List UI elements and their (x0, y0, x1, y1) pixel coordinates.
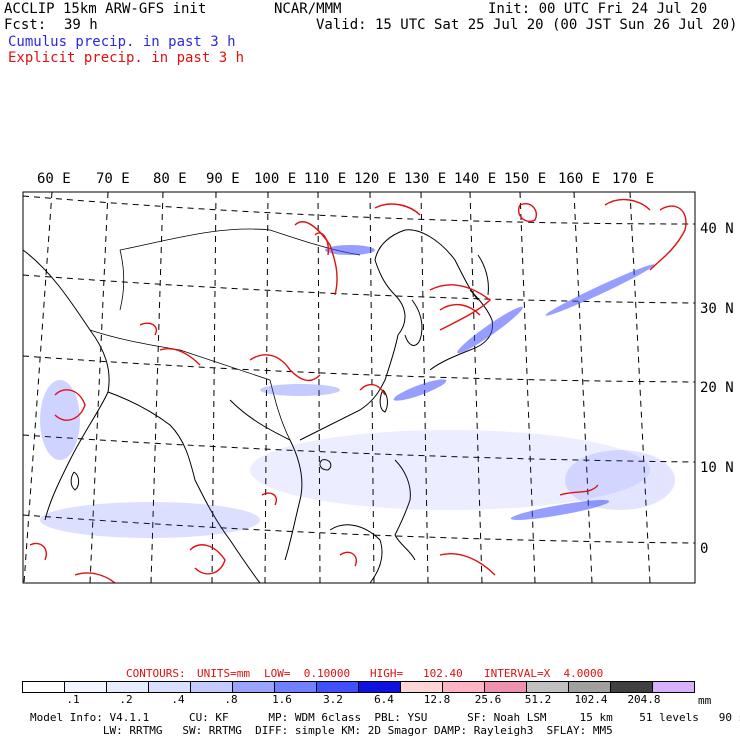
contours-low: LOW= 0.10000 (264, 667, 351, 680)
lon-label: 110 E (304, 171, 347, 187)
lat-label: 40 N (700, 221, 734, 237)
colorbar-cell (107, 682, 149, 692)
colorbar-tick: .1 (66, 693, 80, 706)
lat-label: 30 N (700, 301, 734, 317)
contours-high: HIGH= 102.40 (370, 667, 463, 680)
lon-label: 90 E (206, 171, 240, 187)
map-frame (23, 192, 695, 583)
legend-explicit: Explicit precip. in past 3 h (8, 50, 245, 66)
contours-label: CONTOURS: (126, 667, 186, 680)
lon-label: 70 E (96, 171, 130, 187)
lon-label: 100 E (254, 171, 297, 187)
colorbar-cell (149, 682, 191, 692)
lon-label: 170 E (612, 171, 655, 187)
colorbar-tick: .8 (224, 693, 238, 706)
colorbar (22, 681, 695, 693)
lon-label: 60 E (37, 171, 71, 187)
model-info-line2: LW: RRTMG SW: RRTMG DIFF: simple KM: 2D … (30, 724, 613, 737)
colorbar-cell (611, 682, 653, 692)
map-border (22, 191, 696, 584)
colorbar-cell (401, 682, 443, 692)
colorbar-tick: 1.6 (272, 693, 292, 706)
lat-label: 20 N (700, 380, 734, 396)
model-info-line1: Model Info: V4.1.1 CU: KF MP: WDM 6class… (30, 711, 740, 724)
colorbar-tick: .2 (119, 693, 133, 706)
colorbar-cell (359, 682, 401, 692)
colorbar-cell (275, 682, 317, 692)
explicit-precip (29, 198, 687, 583)
colorbar-cell (569, 682, 611, 692)
lon-label: 160 E (558, 171, 601, 187)
colorbar-tick: .4 (171, 693, 185, 706)
lon-label: 140 E (454, 171, 497, 187)
colorbar-tick: 12.8 (423, 693, 451, 706)
colorbar-cell (65, 682, 107, 692)
legend-cumulus: Cumulus precip. in past 3 h (8, 34, 236, 50)
colorbar-unit: mm (698, 694, 712, 707)
colorbar-tick: 25.6 (474, 693, 502, 706)
colorbar-cell (317, 682, 359, 692)
colorbar-tick: 3.2 (323, 693, 343, 706)
colorbar-cell (485, 682, 527, 692)
forecast-hour: 39 h (64, 17, 98, 33)
colorbar-cell (443, 682, 485, 692)
lon-label: 150 E (504, 171, 547, 187)
colorbar-tick: 6.4 (374, 693, 394, 706)
lon-label: 80 E (153, 171, 187, 187)
colorbar-cell (191, 682, 233, 692)
center-name: NCAR/MMM (274, 1, 342, 17)
lat-label: 10 N (700, 460, 734, 476)
forecast-label: Fcst: (4, 17, 47, 33)
lat-label: 0 (700, 541, 709, 557)
contours-units: UNITS=mm (197, 667, 250, 680)
colorbar-cell (23, 682, 65, 692)
cumulus-precip (40, 245, 675, 538)
valid-time: Valid: 15 UTC Sat 25 Jul 20 (00 JST Sun … (316, 17, 738, 33)
coastlines (23, 228, 494, 583)
colorbar-cell (653, 682, 694, 692)
colorbar-cell (233, 682, 275, 692)
contours-interval: INTERVAL=X 4.0000 (484, 667, 604, 680)
colorbar-cell (527, 682, 569, 692)
colorbar-tick: 102.4 (574, 693, 608, 706)
model-title: ACCLIP 15km ARW-GFS init (4, 1, 207, 17)
lon-label: 120 E (354, 171, 397, 187)
colorbar-tick: 51.2 (524, 693, 552, 706)
lon-label: 130 E (404, 171, 447, 187)
colorbar-tick: 204.8 (627, 693, 661, 706)
init-time: Init: 00 UTC Fri 24 Jul 20 (488, 1, 708, 17)
